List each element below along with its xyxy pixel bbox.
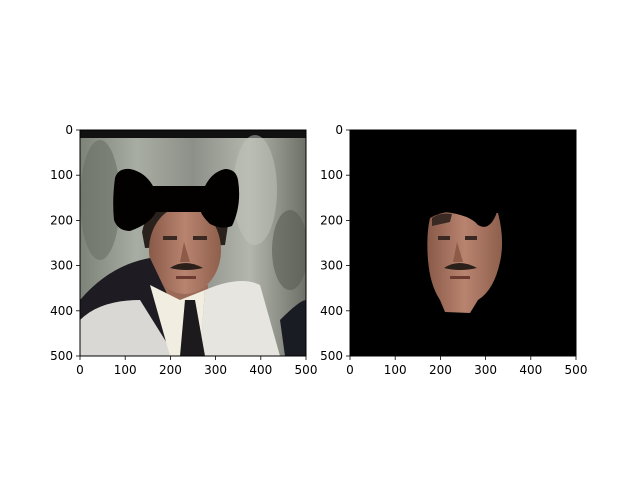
right-x-tick-label: 300 [474,363,497,377]
right-x-tick-label: 100 [384,363,407,377]
right-y-axis: 0 100 200 300 400 500 [320,123,350,363]
left-y-tick-label: 300 [50,259,73,273]
right-x-tick-label: 400 [519,363,542,377]
left-y-tick-label: 500 [50,349,73,363]
right-y-tick-label: 0 [335,123,343,137]
left-x-tick-label: 0 [76,363,84,377]
left-photo [80,130,306,356]
left-x-tick-label: 500 [295,363,318,377]
right-y-tick-label: 200 [320,213,343,227]
right-x-tick-label: 0 [346,363,354,377]
right-x-tick-label: 500 [565,363,588,377]
right-y-tick-label: 400 [320,304,343,318]
right-x-axis: 0 100 200 300 400 500 [346,356,587,377]
left-y-tick-label: 0 [65,123,73,137]
left-x-tick-label: 100 [114,363,137,377]
right-photo [350,130,576,356]
left-y-tick-label: 100 [50,168,73,182]
left-image-panel: 0 100 200 300 400 500 0 100 200 300 400 500 [50,123,317,377]
left-x-axis: 0 100 200 300 400 500 [76,356,317,377]
left-y-tick-label: 200 [50,213,73,227]
left-x-tick-label: 200 [159,363,182,377]
left-x-tick-label: 400 [249,363,272,377]
left-y-tick-label: 400 [50,304,73,318]
left-y-axis: 0 100 200 300 400 500 [50,123,80,363]
left-axes-frame [79,129,307,357]
right-axes-frame [349,129,577,357]
right-y-tick-label: 500 [320,349,343,363]
left-x-tick-label: 300 [204,363,227,377]
bow-tie-mask [113,168,240,231]
right-image-panel: 0 100 200 300 400 500 0 100 200 300 400 500 [320,123,587,377]
right-y-tick-label: 300 [320,259,343,273]
right-x-tick-label: 200 [429,363,452,377]
right-y-tick-label: 100 [320,168,343,182]
